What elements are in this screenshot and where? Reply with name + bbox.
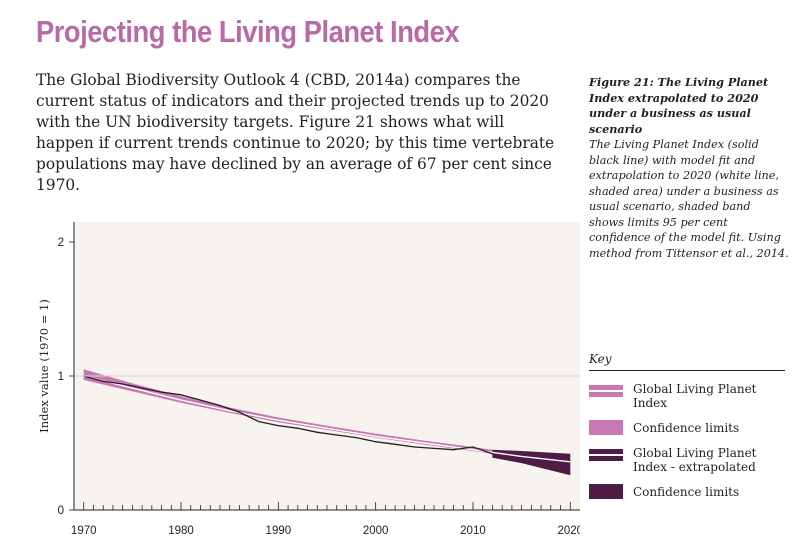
lpi-point (355, 437, 357, 439)
lpi-series-line (83, 375, 493, 455)
y-tick-label: 0 (58, 505, 64, 517)
lpi-point (316, 431, 318, 433)
lpi-point (336, 434, 338, 436)
lpi-point (472, 446, 474, 448)
figure-caption: Figure 21: The Living Planet Index extra… (589, 75, 789, 261)
key-label-confidence-extrapolated: Confidence limits (633, 485, 740, 499)
x-tick-label: 2020 (557, 525, 580, 537)
lpi-point (394, 443, 396, 445)
y-tick-label: 1 (58, 371, 64, 383)
caption-body: The Living Planet Index (solid black lin… (589, 138, 789, 260)
lpi-point (452, 449, 455, 451)
x-tick-label: 1970 (71, 525, 97, 537)
lpi-point (277, 424, 279, 427)
key-swatch-lpi (589, 385, 623, 390)
lpi-point (102, 380, 104, 382)
lpi-point (413, 446, 416, 448)
x-tick-label: 2010 (460, 525, 486, 537)
key-label-lpi: Global Living Planet Index (633, 382, 757, 410)
key-heading: Key (589, 352, 612, 366)
lpi-point (180, 394, 182, 396)
key-swatch-lpi-extrapolated (589, 449, 623, 454)
plot-background (74, 222, 580, 510)
lpi-point (219, 404, 221, 407)
y-tick-label: 2 (58, 237, 64, 249)
lpi-point (160, 391, 163, 393)
y-axis-label: Index value (1970 = 1) (37, 299, 51, 433)
confidence-band-observed (83, 369, 493, 454)
x-tick-label: 2000 (363, 525, 389, 537)
lpi-point (258, 420, 260, 423)
lpi-point (141, 387, 143, 389)
lpi-point (375, 441, 377, 443)
lpi-chart: 1970 1980 1990 2000 2010 2020 0 1 2 Index value … (30, 212, 583, 550)
key-swatch-confidence-extrapolated (589, 484, 623, 499)
lpi-point (199, 399, 202, 401)
lpi-point (491, 453, 494, 455)
key-label-confidence: Confidence limits (633, 421, 740, 435)
lpi-point (433, 447, 435, 449)
key-swatch-lpi-line2 (589, 392, 623, 397)
key-label-lpi-extrapolated: Global Living Planet Index - extrapolate… (633, 446, 757, 474)
lpi-chart-svg: 1970 1980 1990 2000 2010 2020 0 1 2 Index value … (37, 222, 583, 537)
intro-paragraph: The Global Biodiversity Outlook 4 (CBD, … (36, 71, 555, 194)
confidence-band-extrapolated (492, 449, 571, 476)
key-swatch-lpi-extrapolated-line2 (589, 456, 623, 461)
lpi-point (297, 427, 299, 429)
lpi-point (238, 411, 241, 413)
page-title: Projecting the Living Planet Index (36, 14, 460, 49)
caption-title: Figure 21: The Living Planet Index extra… (589, 75, 769, 136)
key-divider (589, 370, 785, 371)
lpi-point (122, 383, 124, 385)
x-tick-label: 1990 (266, 525, 292, 537)
model-fit-line (83, 375, 571, 463)
x-tick-label: 1980 (168, 525, 194, 537)
key-swatch-confidence (589, 420, 623, 435)
